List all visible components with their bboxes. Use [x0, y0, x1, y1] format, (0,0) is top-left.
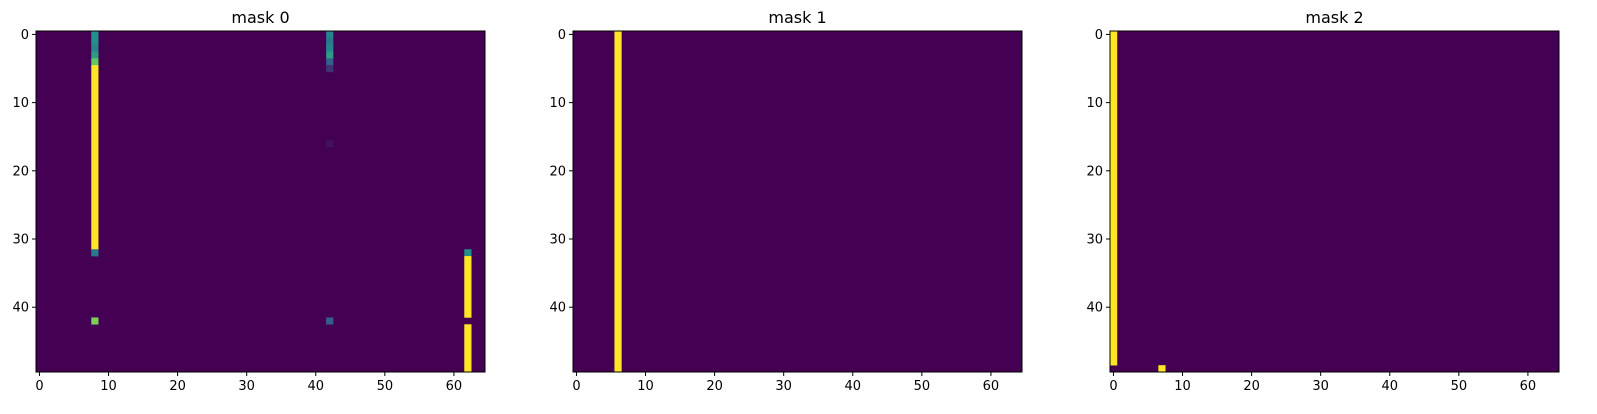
heatmap-panel-0: mask 0 0 10 20 30 40 50 60 0 10 20 30 40: [12, 8, 486, 394]
y-tick-label: 40: [549, 301, 566, 316]
heatmap-background: [1110, 31, 1559, 372]
chart-title: mask 2: [1305, 8, 1363, 27]
heatmap-cell: [91, 249, 99, 257]
heatmap-cell: [91, 31, 99, 45]
heatmap-cell: [91, 58, 99, 66]
heatmap-cell: [91, 317, 99, 325]
x-tick-label: 0: [572, 379, 580, 394]
y-tick-label: 0: [558, 28, 566, 43]
axes-frame: [35, 30, 486, 373]
heatmap-cell: [91, 65, 99, 250]
chart-title: mask 0: [231, 8, 289, 27]
heatmap-background: [573, 31, 1022, 372]
axes-frame: [572, 30, 1023, 373]
x-tick-label: 40: [307, 379, 324, 394]
heatmap-cell: [464, 324, 472, 373]
x-tick-label: 50: [377, 379, 394, 394]
heatmap-cell: [326, 31, 334, 39]
chart-title: mask 1: [768, 8, 826, 27]
heatmap-cell: [326, 51, 334, 59]
y-tick-label: 20: [549, 164, 566, 179]
heatmap-cell: [1158, 365, 1166, 373]
x-tick-label: 0: [35, 379, 43, 394]
x-tick-label: 50: [914, 379, 931, 394]
y-tick-label: 0: [21, 28, 29, 43]
heatmap-background: [36, 31, 485, 372]
heatmap-panel-2: mask 2 0 10 20 30 40 50 60 0 10 20 30 40: [1086, 8, 1560, 394]
y-tick-label: 40: [12, 301, 29, 316]
heatmap-cell: [326, 44, 334, 52]
x-tick-label: 10: [1174, 379, 1191, 394]
x-tick-label: 30: [775, 379, 792, 394]
x-tick-label: 20: [169, 379, 186, 394]
x-tick-label: 10: [100, 379, 117, 394]
heatmap-cell: [326, 317, 334, 325]
x-tick-label: 20: [1243, 379, 1260, 394]
x-tick-label: 30: [238, 379, 255, 394]
x-tick-label: 60: [983, 379, 1000, 394]
y-tick-label: 30: [1086, 233, 1103, 248]
heatmap-panel-1: mask 1 0 10 20 30 40 50 60 0 10 20 30 40: [549, 8, 1023, 394]
heatmap-cell: [326, 65, 334, 73]
heatmap-cell: [614, 31, 622, 373]
y-tick-label: 10: [549, 96, 566, 111]
x-tick-label: 30: [1312, 379, 1329, 394]
heatmap-cell: [91, 51, 99, 59]
y-tick-label: 10: [1086, 96, 1103, 111]
axes-frame: [1109, 30, 1560, 373]
y-tick-label: 20: [12, 164, 29, 179]
x-tick-label: 50: [1451, 379, 1468, 394]
y-tick-label: 20: [1086, 164, 1103, 179]
heatmap-cell: [464, 256, 472, 318]
x-tick-label: 40: [844, 379, 861, 394]
heatmap-cell: [464, 249, 472, 257]
x-tick-label: 60: [446, 379, 463, 394]
y-tick-label: 40: [1086, 301, 1103, 316]
x-tick-label: 0: [1109, 379, 1117, 394]
y-tick-label: 10: [12, 96, 29, 111]
x-tick-label: 20: [706, 379, 723, 394]
y-tick-label: 30: [12, 233, 29, 248]
x-tick-label: 60: [1520, 379, 1537, 394]
y-tick-label: 30: [549, 233, 566, 248]
x-tick-label: 10: [637, 379, 654, 394]
heatmap-cell: [326, 140, 334, 148]
x-tick-label: 40: [1381, 379, 1398, 394]
heatmap-cell: [1110, 31, 1118, 366]
heatmap-cell: [91, 44, 99, 52]
heatmap-cell: [326, 37, 334, 45]
y-tick-label: 0: [1095, 28, 1103, 43]
heatmap-cell: [326, 58, 334, 66]
